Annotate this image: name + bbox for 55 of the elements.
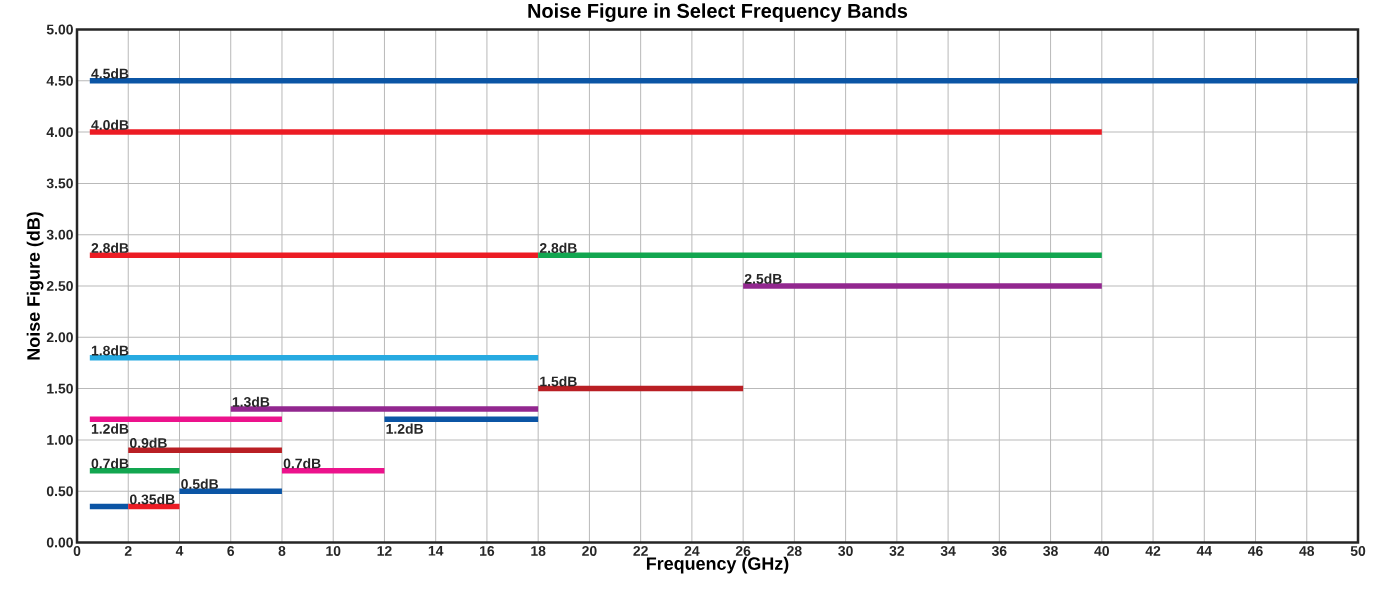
data-label: 1.2dB	[386, 423, 423, 434]
y-tick-label: 5.00	[46, 24, 73, 35]
x-tick-label: 50	[1350, 545, 1366, 556]
x-tick-label: 6	[227, 545, 235, 556]
y-tick-label: 4.00	[46, 126, 73, 137]
chart-title: Noise Figure in Select Frequency Bands	[528, 3, 908, 22]
data-label: 1.8dB	[91, 345, 129, 356]
x-tick-label: 40	[1094, 545, 1109, 556]
y-tick-label: 0.50	[46, 486, 73, 496]
x-tick-label: 2	[124, 545, 132, 556]
data-label: 0.7dB	[283, 457, 321, 469]
data-label: 1.2dB	[91, 423, 129, 434]
x-axis-title: Frequency (GHz)	[646, 556, 789, 574]
x-tick-label: 16	[480, 545, 495, 556]
data-label: 1.5dB	[540, 375, 577, 387]
y-tick-label: 0.00	[46, 537, 73, 548]
x-tick-label: 4	[175, 545, 184, 556]
data-label: 2.8dB	[539, 242, 577, 253]
data-label: 0.5dB	[181, 478, 219, 489]
x-tick-label: 48	[1299, 545, 1315, 556]
x-tick-label: 34	[940, 545, 956, 556]
x-tick-label: 20	[582, 545, 597, 556]
y-tick-label: 2.50	[46, 280, 73, 291]
x-tick-label: 30	[838, 545, 853, 556]
x-tick-label: 26	[735, 545, 751, 556]
x-tick-label: 12	[377, 545, 392, 556]
x-tick-label: 8	[278, 545, 286, 556]
y-tick-label: 3.50	[46, 178, 73, 189]
x-tick-label: 22	[633, 545, 648, 556]
y-tick-label: 2.00	[46, 332, 73, 342]
x-tick-label: 36	[991, 545, 1007, 556]
x-tick-label: 14	[428, 545, 444, 556]
x-tick-label: 10	[326, 545, 341, 556]
y-tick-label: 4.50	[46, 75, 73, 86]
y-axis-title: Noise Figure (dB)	[26, 211, 44, 360]
x-tick-label: 46	[1247, 545, 1263, 556]
y-tick-label: 1.00	[47, 434, 73, 445]
data-label: 2.8dB	[91, 242, 129, 253]
data-label: 0.7dB	[91, 457, 129, 469]
data-label: 2.5dB	[744, 273, 782, 284]
data-label: 4.0dB	[91, 119, 129, 130]
x-tick-label: 28	[787, 545, 802, 556]
y-tick-label: 1.50	[47, 383, 73, 394]
data-label: 4.5dB	[91, 68, 129, 79]
x-tick-label: 38	[1043, 545, 1058, 556]
y-tick-label: 3.00	[46, 229, 73, 240]
x-tick-label: 44	[1196, 545, 1212, 556]
x-tick-label: 18	[531, 545, 546, 556]
data-label: 0.35dB	[129, 493, 175, 505]
x-tick-label: 42	[1145, 545, 1161, 556]
x-tick-label: 0	[73, 545, 81, 556]
data-label: 0.9dB	[129, 437, 167, 448]
data-label: 1.3dB	[232, 396, 270, 407]
x-tick-label: 24	[684, 545, 700, 556]
x-tick-label: 32	[889, 545, 905, 556]
